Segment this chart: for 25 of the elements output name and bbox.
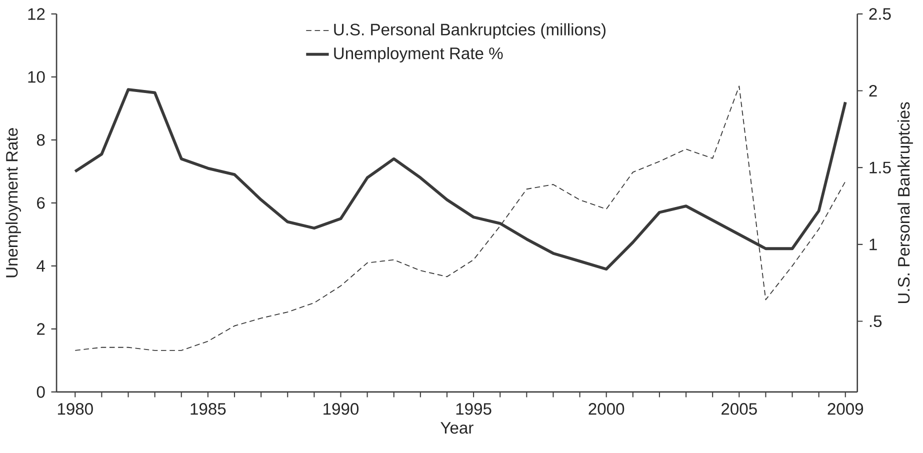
x-tick-label: 1990	[324, 403, 359, 415]
y-tick-label: 2	[37, 323, 45, 335]
x-tick-label: 1980	[58, 403, 93, 415]
legend-label: U.S. Personal Bankruptcies (millions)	[334, 23, 606, 39]
x-axis-title: Year	[440, 422, 474, 434]
y2-tick-label: 2.5	[869, 8, 891, 20]
y-tick-label: 4	[36, 260, 45, 272]
y-tick-label: 8	[36, 134, 45, 146]
y2-tick-label: 1	[870, 238, 877, 250]
legend-label: Unemployment Rate %	[334, 47, 503, 63]
y2-tick-label: .5	[870, 316, 882, 328]
x-tick-label: 2005	[722, 403, 757, 415]
x-tick-label: 2000	[588, 403, 624, 415]
x-tick-label: 1985	[190, 403, 226, 415]
y-tick-label: 6	[37, 197, 45, 209]
y-tick-label: 12	[28, 8, 45, 20]
y2-tick-label: 1.5	[870, 162, 891, 174]
y2-tick-label: 2	[869, 85, 877, 97]
line-series	[74, 86, 846, 352]
x-tick-label: 2009	[828, 403, 864, 415]
y-tick-label: 0	[36, 386, 45, 398]
y-axis-title: Unemployment Rate	[6, 128, 21, 278]
y2-axis-title: U.S. Personal Bankruptcies	[897, 102, 913, 304]
y-tick-label: 10	[28, 71, 45, 83]
x-tick-label: 1995	[456, 403, 492, 415]
